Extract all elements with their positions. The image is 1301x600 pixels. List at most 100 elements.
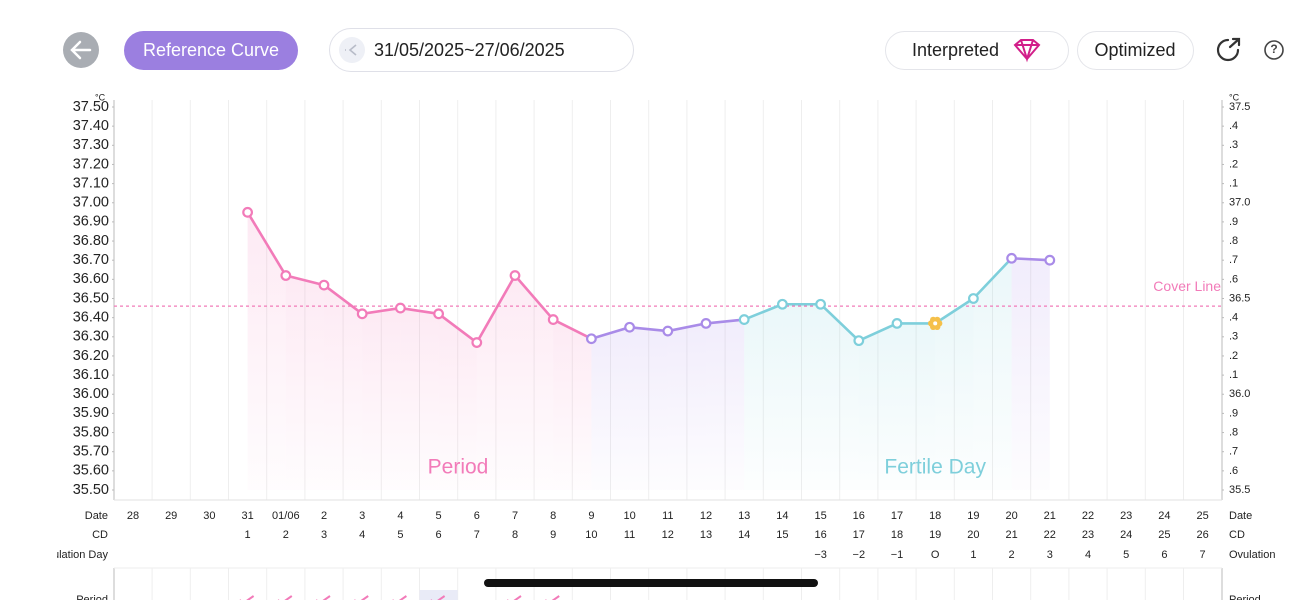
- cover-line-label: Cover Line: [1153, 278, 1221, 294]
- row-value: 2: [283, 529, 289, 541]
- row-value: 13: [738, 510, 750, 522]
- row-value: −3: [814, 549, 827, 561]
- area: [438, 313, 477, 490]
- y-tick-label: 36.30: [73, 329, 109, 345]
- help-glyph: ?: [1270, 42, 1277, 56]
- row-value: 16: [853, 510, 865, 522]
- y-tick-label: 37.10: [73, 175, 109, 191]
- area: [515, 275, 554, 490]
- period-check: [430, 595, 446, 600]
- y-tick-label: 35.60: [73, 463, 109, 479]
- area: [744, 304, 783, 490]
- area: [935, 298, 974, 490]
- row-value: 26: [1196, 529, 1208, 541]
- row-value: 20: [967, 529, 979, 541]
- line-segment: [972, 256, 1013, 300]
- row-value: 19: [929, 529, 941, 541]
- line-segment: [475, 274, 517, 344]
- line-segment: [360, 306, 402, 316]
- area: [285, 275, 324, 490]
- row-label: Ovulation: [1229, 549, 1275, 561]
- row-value: 01/06: [272, 510, 300, 522]
- row-value: 7: [474, 529, 480, 541]
- ovulation-marker: [928, 316, 943, 331]
- period-check: [507, 595, 522, 600]
- point: [700, 317, 712, 329]
- y-tick-label: 36.10: [73, 367, 109, 383]
- period-check: [354, 595, 369, 600]
- point: [280, 270, 292, 281]
- home-indicator: [484, 579, 818, 587]
- area: [897, 323, 936, 490]
- row-value: 12: [700, 510, 712, 522]
- point: [777, 298, 788, 310]
- line-segment: [628, 325, 670, 333]
- line-segment: [933, 297, 975, 325]
- row-value: 6: [1161, 549, 1167, 561]
- unit-label: °C: [1229, 92, 1240, 102]
- area: [591, 327, 630, 490]
- row-value: 24: [1158, 510, 1170, 522]
- row-value: O: [931, 549, 940, 561]
- row-value: 22: [1082, 510, 1094, 522]
- line-segment: [399, 306, 440, 316]
- point: [586, 333, 597, 345]
- row-value: 25: [1196, 510, 1208, 522]
- period-check: [277, 595, 293, 600]
- y2-tick-label: 37.0: [1229, 197, 1250, 209]
- row-value: 31: [241, 510, 253, 522]
- row-value: 17: [891, 510, 903, 522]
- y-tick-label: 37.30: [73, 137, 109, 153]
- line-segment: [246, 211, 288, 277]
- row-value: 4: [359, 529, 365, 541]
- row-value: 6: [474, 510, 480, 522]
- y2-tick-label: .9: [1229, 216, 1238, 228]
- y2-tick-label: .3: [1229, 331, 1238, 343]
- prev-icon[interactable]: [339, 37, 365, 63]
- point: [318, 279, 330, 291]
- row-value: 9: [588, 510, 594, 522]
- reference-curve-button[interactable]: [124, 31, 298, 70]
- help-icon[interactable]: [1264, 40, 1284, 60]
- y2-tick-label: .7: [1229, 446, 1238, 458]
- date-range-pill[interactable]: [329, 28, 634, 72]
- point: [968, 293, 979, 304]
- area: [629, 327, 668, 490]
- row-value: 28: [127, 510, 139, 522]
- row-label: CD: [92, 529, 108, 541]
- y-tick-label: 35.90: [73, 405, 109, 421]
- y2-tick-label: .2: [1229, 158, 1238, 170]
- line-segment: [590, 325, 631, 341]
- y-tick-label: 36.80: [73, 233, 109, 249]
- row-value: 18: [929, 510, 941, 522]
- row-label: Ovulation Day: [39, 549, 109, 561]
- y2-tick-label: .2: [1229, 350, 1238, 362]
- row-value: −1: [891, 549, 904, 561]
- line-segment: [666, 322, 708, 333]
- y2-tick-label: .6: [1229, 465, 1238, 477]
- share-icon[interactable]: [1216, 37, 1241, 62]
- line-segment: [513, 274, 555, 321]
- y-tick-label: 36.60: [73, 271, 109, 287]
- point: [242, 206, 254, 218]
- button-label: Reference Curve: [143, 40, 279, 60]
- row-value: 2: [1009, 549, 1015, 561]
- row-value: 10: [623, 510, 635, 522]
- row-label: Date: [1229, 510, 1252, 522]
- optimized-button[interactable]: [1077, 31, 1194, 70]
- annotation: Period: [428, 456, 489, 479]
- point: [433, 308, 445, 320]
- row-value: 5: [397, 529, 403, 541]
- y2-tick-label: .4: [1229, 312, 1238, 324]
- row-value: 10: [585, 529, 597, 541]
- row-value: 25: [1158, 529, 1170, 541]
- period-check: [239, 595, 255, 600]
- row-value: 30: [203, 510, 215, 522]
- date-range: 31/05/2025~27/06/2025: [374, 40, 565, 60]
- y2-tick-label: .8: [1229, 235, 1238, 247]
- line-segment: [284, 274, 326, 287]
- period-check: [392, 595, 407, 600]
- row-value: 24: [1120, 529, 1132, 541]
- y2-tick-label: 36.0: [1229, 388, 1250, 400]
